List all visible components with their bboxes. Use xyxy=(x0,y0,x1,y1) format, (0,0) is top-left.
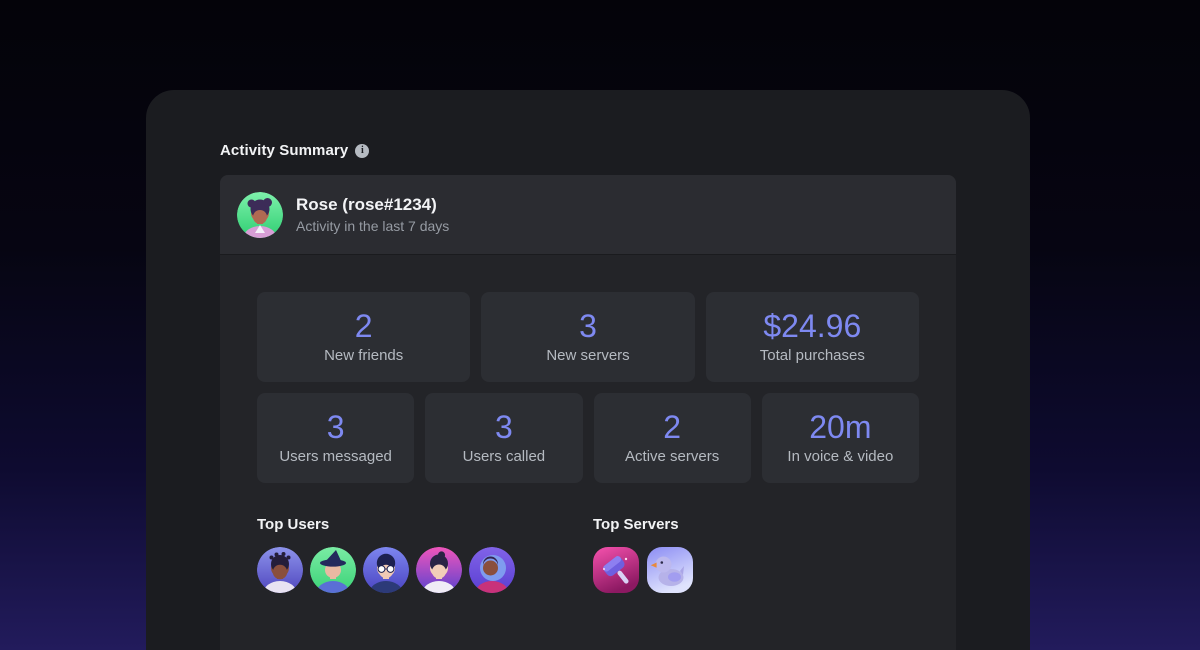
stat-value: $24.96 xyxy=(763,307,862,344)
stat-value: 2 xyxy=(663,408,682,445)
page-title: Activity Summary xyxy=(220,142,349,159)
stats-row-2: 3 Users messaged 3 Users called 2 Active serv… xyxy=(257,393,919,483)
top-users-avatar-row xyxy=(257,547,593,593)
user-avatar[interactable] xyxy=(237,191,283,238)
stat-tile: $24.96 Total purchases xyxy=(705,292,919,382)
stat-tile: 20m In voice & video xyxy=(761,393,919,483)
stat-tile: 3 Users messaged xyxy=(257,393,415,483)
info-icon[interactable]: i xyxy=(355,143,370,158)
top-section: Top Users xyxy=(257,516,919,593)
stat-label: Active servers xyxy=(625,448,720,466)
user-avatar-updo[interactable] xyxy=(416,547,462,593)
card-header: Rose (rose#1234) Activity in the last 7 … xyxy=(220,175,956,255)
gavel-server-icon[interactable] xyxy=(593,547,639,593)
activity-summary-heading-row: Activity Summary i xyxy=(220,142,370,159)
stat-tile: 3 New servers xyxy=(481,292,695,382)
stat-label: In voice & video xyxy=(787,448,894,466)
user-name: Rose (rose#1234) xyxy=(296,195,437,214)
stat-label: New servers xyxy=(546,347,630,365)
stat-label: Users called xyxy=(462,448,546,466)
activity-summary-card: Rose (rose#1234) Activity in the last 7 … xyxy=(220,175,956,650)
stats-row-1: 2 New friends 3 New servers $24.96 Total purc… xyxy=(257,292,919,382)
stat-value: 2 xyxy=(354,307,373,344)
user-avatar-glasses[interactable] xyxy=(363,547,409,593)
stat-value: 3 xyxy=(326,408,345,445)
user-avatar-witch[interactable] xyxy=(310,547,356,593)
stat-label: New friends xyxy=(324,347,404,365)
stat-tile: 2 Active servers xyxy=(593,393,751,483)
duck-server-icon[interactable] xyxy=(647,547,693,593)
top-servers-icon-row xyxy=(593,547,693,593)
user-subtitle: Activity in the last 7 days xyxy=(296,218,450,234)
top-servers-block: Top Servers xyxy=(593,516,693,593)
stat-label: Total purchases xyxy=(759,347,865,365)
card-body: 2 New friends 3 New servers $24.96 Total purc… xyxy=(220,255,956,630)
user-identity: Rose (rose#1234) Activity in the last 7 … xyxy=(296,195,449,234)
stat-tile: 3 Users called xyxy=(425,393,583,483)
top-servers-label: Top Servers xyxy=(593,516,679,533)
user-avatar-hood[interactable] xyxy=(469,547,515,593)
top-users-label: Top Users xyxy=(257,516,330,533)
activity-summary-panel: Activity Summary i Rose (rose#1234) Acti… xyxy=(146,90,1030,650)
stat-value: 3 xyxy=(494,408,513,445)
stat-label: Users messaged xyxy=(279,448,392,466)
stat-value: 20m xyxy=(809,408,872,445)
user-avatar-locs[interactable] xyxy=(257,547,303,593)
stat-value: 3 xyxy=(579,307,597,344)
stat-tile: 2 New friends xyxy=(257,292,471,382)
top-users-block: Top Users xyxy=(257,516,593,593)
